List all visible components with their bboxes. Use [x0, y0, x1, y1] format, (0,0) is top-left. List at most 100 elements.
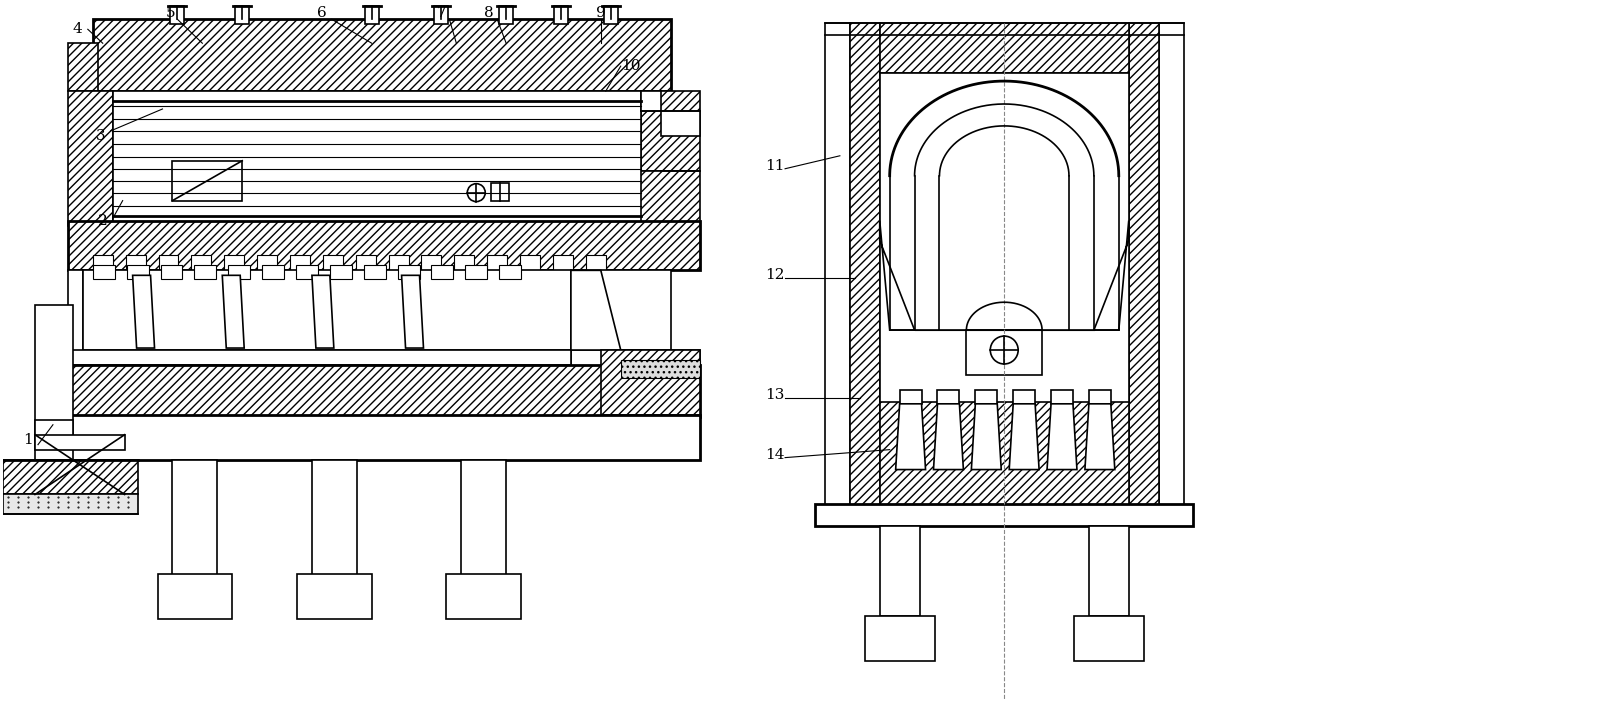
- Bar: [35, 419, 73, 440]
- Bar: [586, 255, 606, 270]
- Bar: [363, 265, 386, 280]
- Bar: [256, 255, 277, 270]
- Polygon shape: [600, 350, 700, 414]
- Bar: [329, 265, 352, 280]
- Bar: [389, 255, 408, 270]
- Bar: [173, 161, 242, 201]
- Bar: [498, 6, 513, 24]
- Bar: [465, 265, 487, 280]
- Bar: [323, 255, 344, 270]
- Text: 14: 14: [766, 447, 786, 462]
- Polygon shape: [879, 221, 915, 330]
- Bar: [553, 255, 573, 270]
- Bar: [35, 305, 73, 460]
- Bar: [311, 460, 356, 579]
- Bar: [68, 350, 571, 365]
- Bar: [1158, 24, 1184, 506]
- Bar: [571, 270, 671, 350]
- Text: 9: 9: [595, 6, 605, 20]
- Bar: [68, 270, 82, 424]
- Text: 7: 7: [437, 6, 447, 20]
- Bar: [3, 495, 137, 514]
- Bar: [224, 255, 244, 270]
- Polygon shape: [1010, 404, 1039, 470]
- Bar: [603, 6, 618, 24]
- Polygon shape: [934, 404, 963, 470]
- Bar: [900, 390, 921, 404]
- Bar: [68, 221, 700, 270]
- Polygon shape: [223, 275, 244, 348]
- Bar: [1052, 390, 1073, 404]
- Bar: [498, 265, 521, 280]
- Polygon shape: [971, 404, 1002, 470]
- Bar: [492, 183, 510, 201]
- Bar: [229, 265, 250, 280]
- Bar: [127, 265, 148, 280]
- Bar: [94, 265, 115, 280]
- Bar: [94, 255, 113, 270]
- Bar: [815, 505, 1194, 526]
- Bar: [297, 265, 318, 280]
- Text: 3: 3: [95, 129, 105, 143]
- Bar: [431, 265, 453, 280]
- Bar: [1089, 526, 1129, 616]
- Bar: [865, 616, 934, 661]
- Bar: [421, 255, 442, 270]
- Bar: [68, 43, 98, 91]
- Polygon shape: [895, 404, 926, 470]
- Bar: [1129, 24, 1158, 506]
- Polygon shape: [402, 275, 424, 348]
- Bar: [1089, 390, 1111, 404]
- Text: 1: 1: [23, 432, 32, 447]
- Text: 12: 12: [766, 268, 786, 282]
- Text: 11: 11: [766, 158, 786, 173]
- Bar: [290, 255, 310, 270]
- Polygon shape: [1047, 404, 1077, 470]
- Text: 2: 2: [98, 214, 108, 227]
- Bar: [553, 6, 568, 24]
- Text: 8: 8: [484, 6, 494, 20]
- Bar: [434, 6, 448, 24]
- Polygon shape: [1094, 221, 1129, 330]
- Bar: [966, 330, 1042, 375]
- Bar: [263, 265, 284, 280]
- Bar: [1074, 616, 1144, 661]
- Bar: [455, 255, 474, 270]
- Bar: [173, 460, 218, 579]
- Bar: [879, 24, 1129, 73]
- Bar: [461, 460, 506, 579]
- Bar: [68, 414, 700, 460]
- Text: 10: 10: [621, 59, 640, 73]
- Bar: [195, 265, 216, 280]
- Bar: [356, 255, 376, 270]
- Bar: [94, 19, 671, 91]
- Bar: [161, 265, 182, 280]
- Bar: [158, 255, 179, 270]
- Bar: [621, 360, 700, 378]
- Bar: [365, 6, 379, 24]
- Bar: [397, 265, 419, 280]
- Text: 6: 6: [318, 6, 327, 20]
- Bar: [571, 350, 700, 414]
- Bar: [235, 6, 248, 24]
- Bar: [640, 91, 661, 111]
- Bar: [937, 390, 960, 404]
- Bar: [171, 6, 184, 24]
- Bar: [35, 435, 124, 450]
- Bar: [850, 24, 879, 506]
- Bar: [192, 255, 211, 270]
- Bar: [824, 24, 850, 506]
- Bar: [879, 73, 1129, 402]
- Bar: [158, 574, 232, 619]
- Text: 13: 13: [766, 388, 786, 402]
- Bar: [82, 270, 571, 350]
- Bar: [126, 255, 145, 270]
- Text: 5: 5: [166, 6, 176, 20]
- Bar: [68, 365, 700, 417]
- Bar: [621, 171, 700, 226]
- Text: 4: 4: [73, 22, 82, 37]
- Bar: [3, 460, 137, 495]
- Polygon shape: [1086, 404, 1115, 470]
- Bar: [297, 574, 371, 619]
- Bar: [447, 574, 521, 619]
